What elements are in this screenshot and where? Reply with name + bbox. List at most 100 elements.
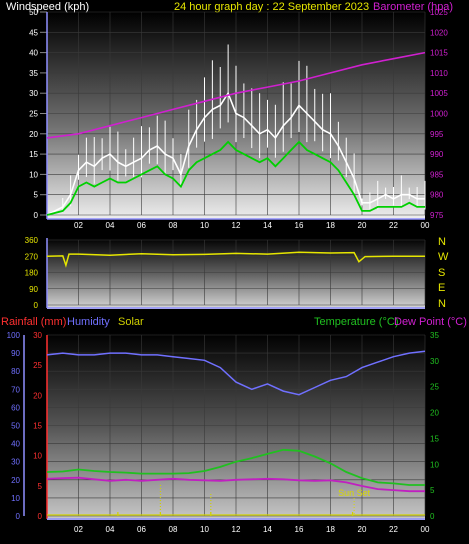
humidity-y-tick-label: 0 bbox=[16, 512, 21, 521]
direction-y-tick-label: 360 bbox=[25, 236, 39, 245]
temp-x-tick-label: 10 bbox=[200, 525, 209, 534]
baro-y-tick-label: 1010 bbox=[430, 69, 448, 78]
baro-y-tick-label: 1025 bbox=[430, 8, 448, 17]
compass-n-bottom: N bbox=[438, 298, 446, 310]
rainfall-y-tick-label: 10 bbox=[33, 452, 42, 461]
temperature-y-tick-label: 25 bbox=[430, 383, 439, 392]
direction-y-tick-label: 270 bbox=[25, 252, 39, 261]
temp-x-tick-label: 20 bbox=[358, 525, 367, 534]
solar-label: Solar bbox=[118, 316, 144, 328]
temp-x-tick-label: 02 bbox=[74, 525, 83, 534]
wind-y-tick-label: 25 bbox=[29, 110, 38, 119]
humidity-y-tick-label: 70 bbox=[11, 385, 20, 394]
rainfall-y-tick-label: 5 bbox=[38, 482, 43, 491]
direction-y-tick-label: 180 bbox=[25, 269, 39, 278]
baro-y-tick-label: 985 bbox=[430, 170, 444, 179]
gust-line bbox=[46, 140, 425, 216]
wind-y-tick-label: 10 bbox=[29, 170, 38, 179]
windspeed-label: Windspeed (kph) bbox=[6, 1, 89, 13]
barometer-line bbox=[46, 51, 426, 139]
temp-x-tick-label: 22 bbox=[389, 525, 398, 534]
rainfall-y-tick-label: 20 bbox=[33, 391, 42, 400]
baro-y-tick-label: 980 bbox=[430, 191, 444, 200]
baro-y-tick-label: 1020 bbox=[430, 28, 448, 37]
temp-x-tick-label: 06 bbox=[137, 525, 146, 534]
temperature-y-tick-label: 30 bbox=[430, 357, 439, 366]
compass-n-top: N bbox=[438, 236, 446, 248]
rainfall-y-tick-label: 0 bbox=[38, 512, 43, 521]
rainfall-label: Rainfall (mm) bbox=[1, 316, 66, 328]
temp-x-tick-label: 08 bbox=[169, 525, 178, 534]
humidity-y-tick-label: 30 bbox=[11, 458, 20, 467]
temp-x-tick-label: 14 bbox=[263, 525, 272, 534]
graph-title: 24 hour graph day : 22 September 2023 bbox=[174, 1, 369, 13]
dew-point-line bbox=[46, 476, 425, 493]
windspeed-line bbox=[46, 91, 425, 216]
wind-x-tick-label: 12 bbox=[232, 221, 241, 230]
humidity-y-tick-label: 80 bbox=[11, 367, 20, 376]
barometer-label: Barometer (hpa) bbox=[373, 1, 453, 13]
humidity-label: Humidity bbox=[67, 316, 110, 328]
baro-y-tick-label: 995 bbox=[430, 130, 444, 139]
humidity-y-tick-label: 100 bbox=[7, 331, 21, 340]
baro-y-tick-label: 1015 bbox=[430, 49, 448, 58]
temp-x-tick-label: 04 bbox=[106, 525, 115, 534]
wind-y-tick-label: 35 bbox=[29, 69, 38, 78]
humidity-y-tick-label: 10 bbox=[11, 494, 20, 503]
wind-y-tick-label: 5 bbox=[34, 191, 39, 200]
wind-x-tick-label: 06 bbox=[137, 221, 146, 230]
humidity-y-tick-label: 90 bbox=[11, 349, 20, 358]
temperature-y-tick-label: 5 bbox=[430, 486, 435, 495]
wind-x-tick-label: 22 bbox=[389, 221, 398, 230]
wind-y-tick-label: 30 bbox=[29, 89, 38, 98]
wind-x-tick-label: 16 bbox=[295, 221, 304, 230]
temperature-y-tick-label: 10 bbox=[430, 460, 439, 469]
temperature-label: Temperature (°C) bbox=[314, 316, 398, 328]
rainfall-y-tick-label: 30 bbox=[33, 331, 42, 340]
wind-x-tick-label: 14 bbox=[263, 221, 272, 230]
rainfall-y-tick-label: 15 bbox=[33, 422, 42, 431]
wind-x-tick-label: 00 bbox=[421, 221, 430, 230]
temperature-y-tick-label: 0 bbox=[430, 512, 435, 521]
wind-y-tick-label: 20 bbox=[29, 130, 38, 139]
wind-y-tick-label: 15 bbox=[29, 150, 38, 159]
temp-x-tick-label: 12 bbox=[232, 525, 241, 534]
direction-y-tick-label: 0 bbox=[34, 301, 39, 310]
wind-x-tick-label: 08 bbox=[169, 221, 178, 230]
temperature-y-tick-label: 15 bbox=[430, 434, 439, 443]
humidity-y-tick-label: 20 bbox=[11, 476, 20, 485]
wind-y-tick-label: 50 bbox=[29, 8, 38, 17]
wind-y-tick-label: 45 bbox=[29, 28, 38, 37]
rainfall-y-tick-label: 25 bbox=[33, 361, 42, 370]
temp-x-tick-label: 00 bbox=[421, 525, 430, 534]
sunset-label: Sun Set bbox=[338, 488, 371, 498]
wind-direction-line bbox=[46, 251, 425, 268]
temp-x-tick-label: 18 bbox=[326, 525, 335, 534]
wind-y-tick-label: 40 bbox=[29, 49, 38, 58]
baro-y-tick-label: 975 bbox=[430, 211, 444, 220]
temp-x-tick-label: 16 bbox=[295, 525, 304, 534]
dew-point-label: Dew Point (°C) bbox=[394, 316, 467, 328]
wind-x-tick-label: 02 bbox=[74, 221, 83, 230]
wind-x-tick-label: 10 bbox=[200, 221, 209, 230]
humidity-line bbox=[46, 350, 426, 396]
wind-y-tick-label: 0 bbox=[34, 211, 39, 220]
humidity-y-tick-label: 60 bbox=[11, 403, 20, 412]
compass-e: E bbox=[438, 282, 445, 294]
humidity-y-tick-label: 50 bbox=[11, 422, 20, 431]
humidity-y-tick-label: 40 bbox=[11, 440, 20, 449]
temperature-line bbox=[46, 448, 425, 486]
wind-x-tick-label: 20 bbox=[358, 221, 367, 230]
baro-y-tick-label: 1000 bbox=[430, 110, 448, 119]
baro-y-tick-label: 1005 bbox=[430, 89, 448, 98]
compass-w: W bbox=[438, 251, 449, 263]
compass-s: S bbox=[438, 267, 445, 279]
temperature-y-tick-label: 35 bbox=[430, 331, 439, 340]
temperature-y-tick-label: 20 bbox=[430, 409, 439, 418]
direction-y-tick-label: 90 bbox=[29, 285, 38, 294]
chart-marks: 0510152025303540455097598098599099510001… bbox=[7, 8, 449, 534]
wind-x-tick-label: 18 bbox=[326, 221, 335, 230]
baro-y-tick-label: 990 bbox=[430, 150, 444, 159]
wind-x-tick-label: 04 bbox=[106, 221, 115, 230]
